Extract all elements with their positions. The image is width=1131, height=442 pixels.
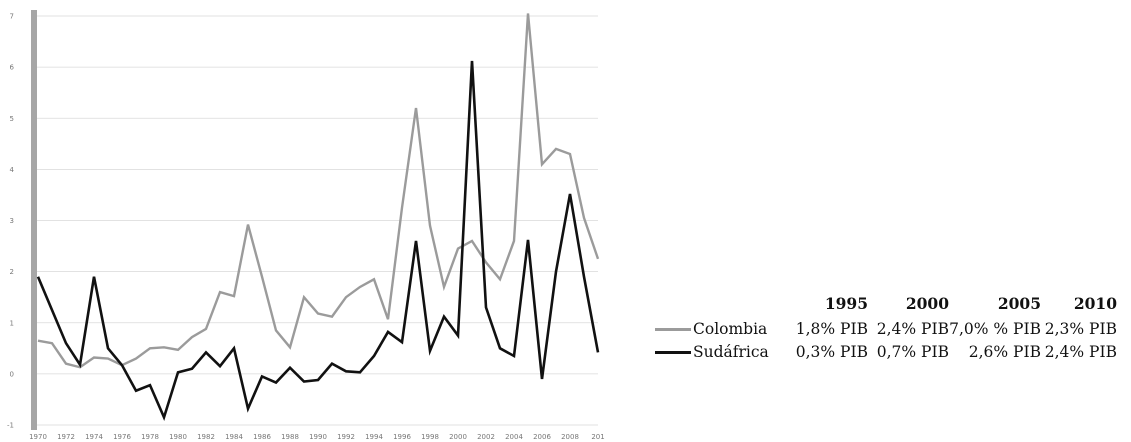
x-tick-label: 2000 xyxy=(449,433,467,441)
x-tick-label: 2008 xyxy=(561,433,579,441)
x-tick-label: 1980 xyxy=(169,433,187,441)
legend-header-year: 2000 xyxy=(905,293,949,313)
legend-header-year: 2005 xyxy=(997,293,1041,313)
y-tick-label: 6 xyxy=(10,64,15,72)
legend-value: 7,0% % PIB xyxy=(949,319,1041,338)
x-tick-label: 1970 xyxy=(29,433,47,441)
legend-header-blank xyxy=(649,292,775,317)
legend-header-row: 1995 2000 2005 2010 xyxy=(649,292,1117,317)
x-tick-label: 1998 xyxy=(421,433,439,441)
x-tick-label: 1982 xyxy=(197,433,215,441)
x-tick-label: 1994 xyxy=(365,433,383,441)
y-tick-labels: -1 0 1 2 3 4 5 6 7 xyxy=(7,13,15,430)
x-tick-label: 2002 xyxy=(477,433,495,441)
y-tick-label: 2 xyxy=(10,268,14,276)
y-tick-label: 5 xyxy=(10,115,14,123)
legend-series-name: Colombia xyxy=(693,320,768,338)
y-tick-label: 0 xyxy=(10,370,14,378)
legend-series-cell: Sudáfrica xyxy=(649,340,775,363)
legend-header-year: 1995 xyxy=(824,293,868,313)
x-tick-label: 1990 xyxy=(309,433,327,441)
x-tick-label: 1992 xyxy=(337,433,355,441)
series-line-sudfrica xyxy=(36,60,600,422)
x-tick-label: 1972 xyxy=(57,433,75,441)
legend-value: 2,4% PIB xyxy=(1044,342,1117,361)
legend-table: 1995 2000 2005 2010 Colombia 1,8% PIB 2,… xyxy=(649,292,1117,363)
legend-value: 0,3% PIB xyxy=(795,342,868,361)
x-tick-label: 1976 xyxy=(113,433,131,441)
x-tick-label: 201 xyxy=(591,433,604,441)
x-tick-label: 1974 xyxy=(85,433,103,441)
chart-grid xyxy=(37,15,598,426)
legend-value: 2,6% PIB xyxy=(968,342,1041,361)
x-tick-label: 1988 xyxy=(281,433,299,441)
y-tick-label: 1 xyxy=(10,319,14,327)
x-tick-label: 1986 xyxy=(253,433,271,441)
legend-value: 0,7% PIB xyxy=(876,342,949,361)
y-tick-label: 3 xyxy=(10,217,14,225)
y-tick-label: -1 xyxy=(7,422,14,430)
legend-value: 2,4% PIB xyxy=(876,319,949,338)
legend-series-cell: Colombia xyxy=(649,317,775,340)
legend-row-sudafrica: Sudáfrica 0,3% PIB 0,7% PIB 2,6% PIB 2,4… xyxy=(649,340,1117,363)
legend-value: 2,3% PIB xyxy=(1044,319,1117,338)
chart-series xyxy=(36,13,600,422)
x-tick-labels: 1970 1972 1974 1976 1978 1980 1982 1984 1986 1988… xyxy=(29,433,605,441)
x-tick-label: 2004 xyxy=(505,433,523,441)
x-tick-label: 1984 xyxy=(225,433,243,441)
x-tick-label: 1978 xyxy=(141,433,159,441)
legend-swatch-colombia xyxy=(655,327,691,331)
legend-row-colombia: Colombia 1,8% PIB 2,4% PIB 7,0% % PIB 2,… xyxy=(649,317,1117,340)
series-line-colombia xyxy=(37,13,600,369)
y-tick-label: 4 xyxy=(10,166,15,174)
legend-value: 1,8% PIB xyxy=(795,319,868,338)
x-tick-label: 2006 xyxy=(533,433,551,441)
legend-swatch-sudafrica xyxy=(655,350,691,354)
y-axis-bar xyxy=(31,10,37,430)
x-tick-label: 1996 xyxy=(393,433,411,441)
y-tick-label: 7 xyxy=(10,13,14,21)
legend-header-year: 2010 xyxy=(1073,293,1117,313)
legend-series-name: Sudáfrica xyxy=(693,343,769,361)
